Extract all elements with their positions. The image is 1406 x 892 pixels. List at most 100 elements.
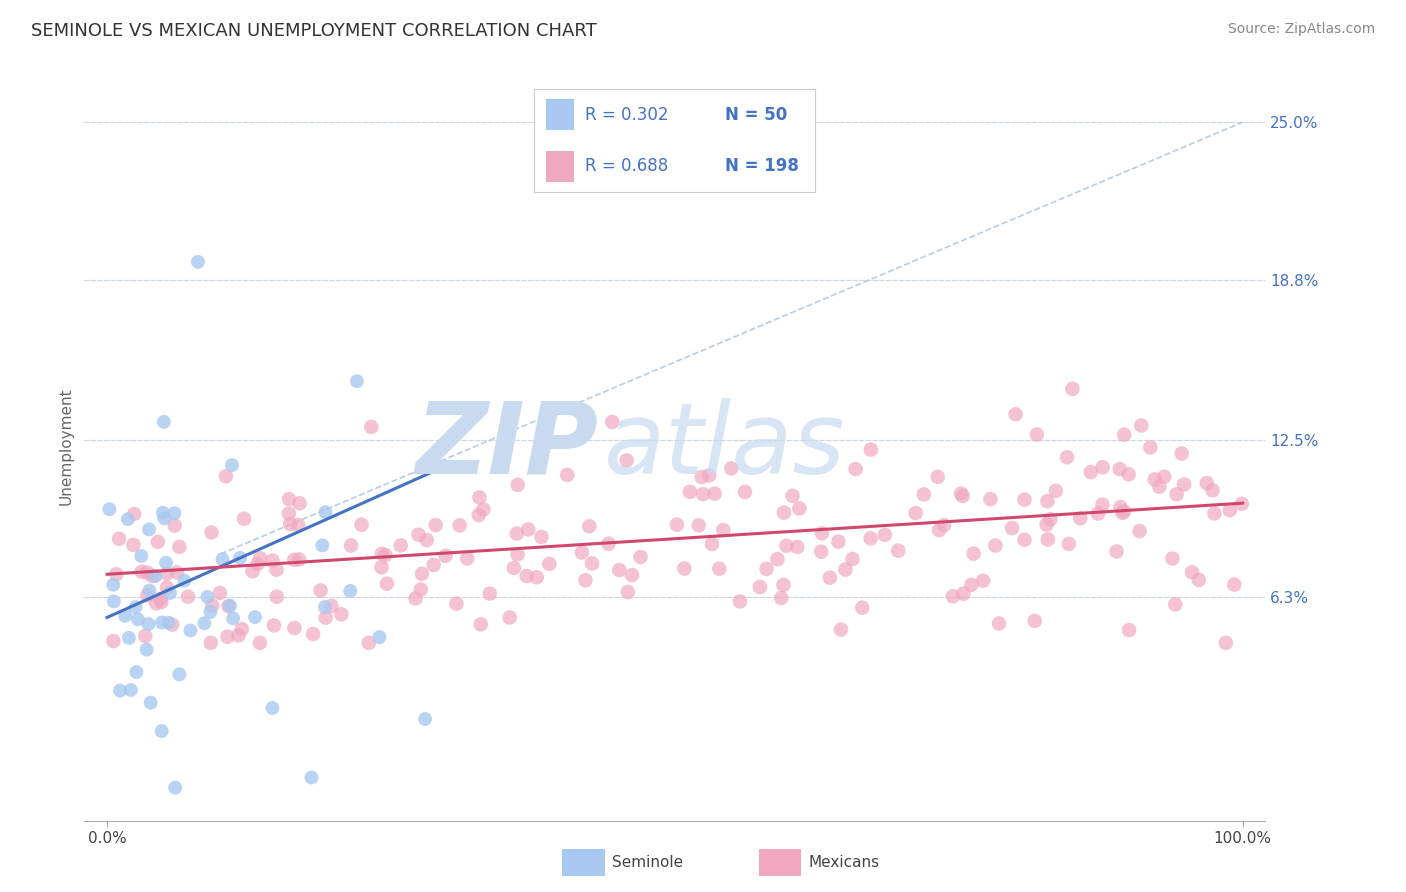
Point — [249, 636, 271, 650]
Point — [302, 627, 325, 641]
Point — [413, 712, 436, 726]
Point — [136, 566, 159, 580]
Point — [145, 596, 167, 610]
Point — [1114, 427, 1136, 442]
Point — [786, 540, 808, 554]
Point — [456, 551, 478, 566]
Point — [108, 683, 131, 698]
Text: R = 0.302: R = 0.302 — [585, 106, 668, 124]
Text: SEMINOLE VS MEXICAN UNEMPLOYMENT CORRELATION CHART: SEMINOLE VS MEXICAN UNEMPLOYMENT CORRELA… — [31, 22, 596, 40]
Point — [1219, 503, 1241, 517]
Point — [218, 599, 240, 613]
Point — [233, 512, 256, 526]
Point — [277, 507, 299, 521]
Point — [1024, 614, 1046, 628]
Point — [1111, 506, 1133, 520]
Point — [211, 552, 233, 566]
Point — [703, 486, 725, 500]
Point — [571, 545, 593, 559]
Point — [574, 574, 596, 588]
Point — [728, 594, 751, 608]
Point — [135, 642, 157, 657]
Text: ZIP: ZIP — [415, 398, 598, 494]
Point — [1118, 623, 1140, 637]
Point — [1004, 407, 1026, 421]
Point — [105, 567, 128, 582]
Point — [887, 543, 910, 558]
Point — [229, 550, 252, 565]
Point — [278, 516, 301, 531]
Point — [301, 771, 323, 785]
Point — [1109, 500, 1132, 515]
Point — [772, 578, 794, 592]
Point — [98, 502, 121, 516]
Point — [165, 780, 187, 795]
Point — [156, 566, 179, 581]
Point — [375, 576, 398, 591]
Point — [1118, 467, 1140, 482]
Point — [1057, 537, 1080, 551]
Point — [517, 523, 540, 537]
Point — [773, 506, 796, 520]
Point — [138, 523, 160, 537]
Point — [314, 505, 336, 519]
Point — [1161, 551, 1184, 566]
Point — [984, 539, 1007, 553]
Point — [598, 537, 620, 551]
Point — [408, 527, 430, 541]
Point — [859, 442, 882, 457]
Point — [748, 580, 770, 594]
Point — [360, 420, 382, 434]
Point — [156, 581, 179, 595]
Point — [1166, 487, 1188, 501]
Point — [122, 538, 145, 552]
Point — [673, 561, 696, 575]
Point — [262, 553, 284, 567]
Point — [138, 617, 160, 632]
Point — [928, 523, 950, 537]
Point — [283, 621, 305, 635]
Point — [526, 570, 548, 584]
Point — [145, 569, 167, 583]
Point — [1153, 470, 1175, 484]
Point — [621, 568, 644, 582]
Point — [288, 552, 311, 566]
Point — [1170, 446, 1192, 460]
Point — [152, 506, 174, 520]
Point — [138, 583, 160, 598]
Point — [1143, 473, 1166, 487]
Point — [1069, 511, 1091, 525]
Point — [118, 631, 141, 645]
Point — [709, 562, 731, 576]
Point — [782, 489, 804, 503]
Point — [932, 518, 955, 533]
Point — [1204, 507, 1226, 521]
Point — [314, 600, 336, 615]
Point — [166, 566, 188, 580]
Point — [311, 538, 333, 552]
Point — [697, 468, 720, 483]
Text: N = 50: N = 50 — [725, 106, 787, 124]
Point — [131, 565, 153, 579]
Point — [120, 683, 142, 698]
Point — [810, 545, 832, 559]
Point — [841, 552, 863, 566]
Point — [692, 487, 714, 501]
Point — [530, 530, 553, 544]
Point — [1039, 512, 1062, 526]
Point — [665, 517, 688, 532]
Point — [502, 561, 524, 575]
Point — [339, 583, 361, 598]
Point — [679, 484, 702, 499]
Point — [134, 629, 156, 643]
Point — [208, 586, 231, 600]
Point — [988, 616, 1011, 631]
Point — [228, 628, 250, 642]
Point — [262, 701, 284, 715]
Point — [278, 492, 301, 507]
Point — [371, 547, 394, 561]
Point — [243, 610, 266, 624]
Point — [249, 551, 271, 566]
Point — [315, 611, 337, 625]
Point — [177, 590, 200, 604]
